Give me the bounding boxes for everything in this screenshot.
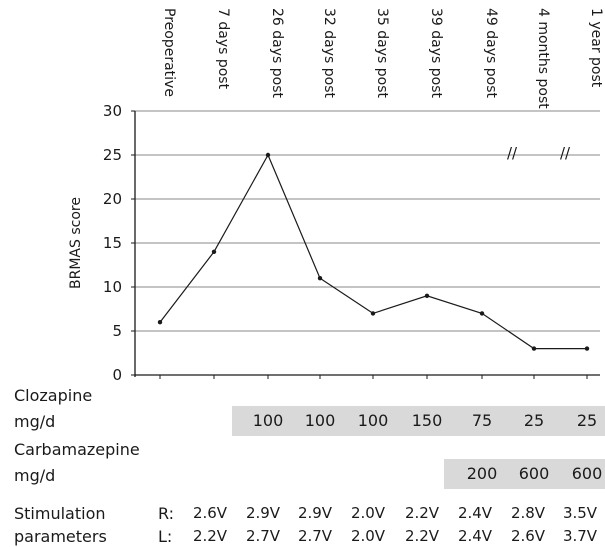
category-label: 7 days post (215, 8, 231, 90)
clozapine-unit: mg/d (14, 412, 56, 431)
stimulation-left-cell: 2.6V (510, 527, 546, 545)
clozapine-label: Clozapine (14, 386, 93, 405)
stimulation-left-label: L: (158, 527, 173, 546)
y-tick-label: 0 (112, 366, 122, 384)
stimulation-label-2: parameters (14, 527, 107, 546)
category-label: 35 days post (374, 8, 390, 99)
stimulation-label: Stimulation (14, 504, 106, 523)
series-line (157, 152, 590, 351)
carbamazepine-cell: 200 (466, 464, 498, 483)
axis-break-marks: // // (507, 144, 571, 162)
stimulation-left-cell: 2.2V (404, 527, 440, 545)
category-label: 49 days post (483, 8, 499, 99)
clozapine-cell: 25 (523, 411, 545, 430)
stimulation-right-cell: 2.4V (457, 504, 493, 522)
clozapine-cell: 25 (576, 411, 598, 430)
category-labels: Preoperative 7 days post 26 days post 32 da… (161, 8, 604, 109)
carbamazepine-label: Carbamazepine (14, 440, 140, 459)
stimulation-left-cell: 2.4V (457, 527, 493, 545)
stimulation-right-cell: 2.6V (192, 504, 228, 522)
stimulation-right-cell: 2.2V (404, 504, 440, 522)
stimulation-right-label: R: (158, 504, 175, 523)
stimulation-left-cell: 3.7V (562, 527, 598, 545)
stimulation-left-cell: 2.7V (297, 527, 333, 545)
data-point (211, 249, 217, 254)
y-tick-labels: 0 5 10 15 20 25 30 (103, 102, 122, 384)
data-point (424, 293, 430, 298)
data-point (317, 276, 323, 281)
brmas-line-chart: 0 5 10 15 20 25 30 Preoperative 7 days post 26 d… (68, 8, 604, 384)
y-tick-label: 5 (112, 322, 122, 340)
data-point (479, 311, 485, 316)
stimulation-right-cell: 2.9V (245, 504, 281, 522)
category-label: Preoperative (161, 8, 177, 97)
stimulation-right-cell: 2.8V (510, 504, 546, 522)
stimulation-left-cell: 2.7V (245, 527, 281, 545)
y-axis-label: BRMAS score (68, 197, 84, 289)
clozapine-cell: 100 (252, 411, 284, 430)
y-tick-label: 20 (103, 190, 122, 208)
carbamazepine-cell: 600 (571, 464, 603, 483)
stimulation-left-cell: 2.2V (192, 527, 228, 545)
data-point (265, 152, 271, 158)
clozapine-cell: 75 (471, 411, 493, 430)
category-label: 32 days post (321, 8, 337, 99)
category-label: 26 days post (269, 8, 285, 99)
clozapine-cell: 150 (411, 411, 443, 430)
clozapine-shade (232, 406, 605, 436)
y-tick-label: 25 (103, 146, 122, 164)
y-tick-label: 30 (103, 102, 122, 120)
stimulation-right-cell: 3.5V (562, 504, 598, 522)
clozapine-cell: 100 (304, 411, 336, 430)
carbamazepine-unit: mg/d (14, 466, 56, 485)
category-label: 39 days post (428, 8, 444, 99)
axes (131, 110, 600, 379)
clozapine-cell: 100 (357, 411, 389, 430)
stimulation-right-cell: 2.0V (350, 504, 386, 522)
data-point (370, 311, 376, 316)
stimulation-right-cell: 2.9V (297, 504, 333, 522)
category-label: 1 year post (588, 8, 604, 88)
data-point (584, 346, 590, 351)
y-tick-label: 15 (103, 234, 122, 252)
carbamazepine-shade (444, 459, 605, 489)
carbamazepine-cell: 600 (518, 464, 550, 483)
y-tick-label: 10 (103, 278, 122, 296)
grid-lines (135, 110, 600, 332)
data-point (157, 320, 163, 325)
axis-break-mark: // (507, 144, 518, 162)
series-line (159, 153, 587, 350)
axis-break-mark: // (560, 144, 571, 162)
data-point (531, 346, 537, 351)
stimulation-left-cell: 2.0V (350, 527, 386, 545)
category-label: 4 months post (535, 8, 551, 109)
